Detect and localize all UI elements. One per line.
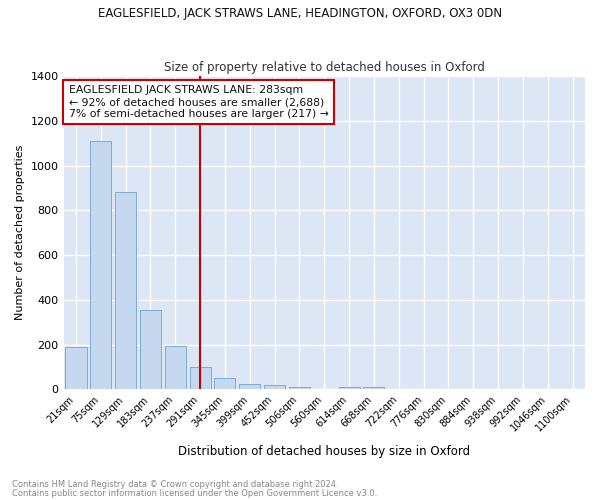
Text: Contains public sector information licensed under the Open Government Licence v3: Contains public sector information licen… xyxy=(12,488,377,498)
Text: EAGLESFIELD JACK STRAWS LANE: 283sqm
← 92% of detached houses are smaller (2,688: EAGLESFIELD JACK STRAWS LANE: 283sqm ← 9… xyxy=(69,86,329,118)
Bar xyxy=(214,378,235,390)
Title: Size of property relative to detached houses in Oxford: Size of property relative to detached ho… xyxy=(164,60,485,74)
Text: Contains HM Land Registry data © Crown copyright and database right 2024.: Contains HM Land Registry data © Crown c… xyxy=(12,480,338,489)
X-axis label: Distribution of detached houses by size in Oxford: Distribution of detached houses by size … xyxy=(178,444,470,458)
Y-axis label: Number of detached properties: Number of detached properties xyxy=(15,145,25,320)
Bar xyxy=(115,192,136,390)
Bar xyxy=(90,141,112,390)
Bar xyxy=(289,387,310,390)
Bar xyxy=(239,384,260,390)
Bar xyxy=(190,367,211,390)
Bar xyxy=(165,346,186,390)
Text: EAGLESFIELD, JACK STRAWS LANE, HEADINGTON, OXFORD, OX3 0DN: EAGLESFIELD, JACK STRAWS LANE, HEADINGTO… xyxy=(98,8,502,20)
Bar xyxy=(364,387,385,390)
Bar xyxy=(338,387,359,390)
Bar xyxy=(65,347,86,390)
Bar xyxy=(140,310,161,390)
Bar xyxy=(264,385,285,390)
